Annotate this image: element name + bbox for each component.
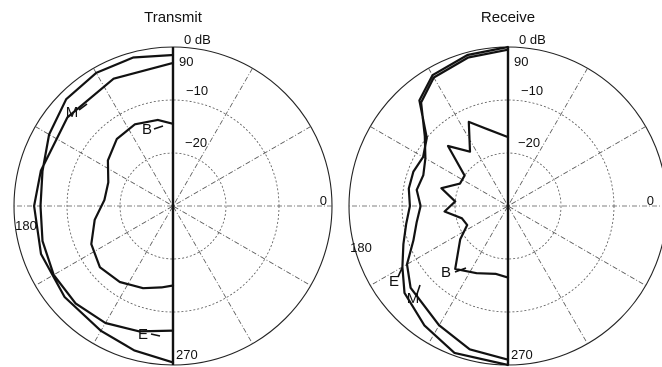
series-B-leader <box>153 125 164 130</box>
radial-label-0db: 0 dB <box>519 32 546 47</box>
radial-label-minus20: −20 <box>185 135 207 150</box>
radial-label-minus20: −20 <box>518 135 540 150</box>
series-B-label: B <box>441 264 451 281</box>
angle-label-180: 180 <box>15 218 37 233</box>
angle-label-180: 180 <box>350 240 372 255</box>
series-B-line <box>440 120 510 279</box>
angle-label-0: 0 <box>647 193 654 208</box>
grid-spoke <box>93 68 253 344</box>
angle-label-270: 270 <box>511 347 533 362</box>
transmit-polar-chart: Transmit 0 dB −10 −20 0 90 180 270 M B E <box>13 9 333 366</box>
grid-spoke <box>428 68 588 344</box>
series-E-label: E <box>138 326 148 343</box>
series-B-line <box>90 118 175 290</box>
series-M-leader <box>78 103 88 111</box>
chart-title: Receive <box>481 9 535 26</box>
series-E-leader <box>397 267 403 278</box>
grid-spoke <box>35 126 311 286</box>
chart-title: Transmit <box>144 9 203 26</box>
grid-spoke <box>93 68 253 344</box>
receive-polar-chart: Receive 0 dB −10 −20 0 90 180 270 M B E <box>348 9 662 367</box>
grid-spoke <box>35 126 311 286</box>
angle-label-90: 90 <box>179 54 193 69</box>
series-M-line <box>401 45 510 367</box>
series-B-leader <box>454 267 467 273</box>
series-M-line <box>39 53 175 333</box>
radial-label-minus10: −10 <box>186 83 208 98</box>
angle-label-0: 0 <box>320 193 327 208</box>
series-M-label: M <box>407 290 420 307</box>
series-M-leader <box>416 284 421 295</box>
radial-label-minus10: −10 <box>521 83 543 98</box>
series-M-label: M <box>66 104 79 121</box>
grid-spoke <box>428 68 588 344</box>
series-E-line <box>33 61 175 364</box>
radial-label-0db: 0 dB <box>184 32 211 47</box>
series-E-line <box>405 48 510 361</box>
grid-spoke <box>370 126 646 286</box>
series-E-leader <box>150 333 161 337</box>
angle-label-270: 270 <box>176 347 198 362</box>
grid-spoke <box>370 126 646 286</box>
series-B-label: B <box>142 121 152 138</box>
angle-label-90: 90 <box>514 54 528 69</box>
series-E-label: E <box>389 273 399 290</box>
